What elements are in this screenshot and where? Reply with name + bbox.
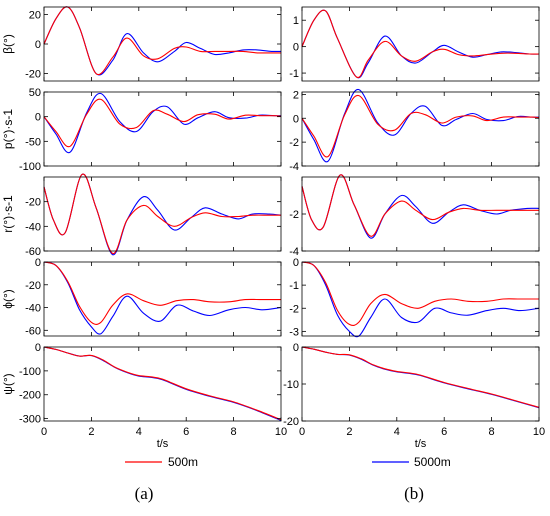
- panel-a-3-series-500m: [43, 173, 281, 255]
- panel-b-1-ytick-label-2: 0: [293, 42, 299, 54]
- panel-b-5-xtick-label-2: 4: [394, 426, 400, 438]
- caption-b: (b): [404, 484, 424, 503]
- panel-a-2-series-500m: [43, 98, 282, 148]
- panel-b-5-xtick-label-0: 0: [299, 426, 305, 438]
- panel-a-2-series-5000m: [43, 92, 282, 154]
- panel-b-5-xtick-label-5: 10: [533, 426, 545, 438]
- panel-b-5-xtick-label-3: 6: [441, 426, 447, 438]
- caption-a: (a): [134, 484, 154, 503]
- panel-a-3-ytick-label-2: -60: [25, 246, 41, 258]
- panel-a-4-ytick-label-2: -40: [25, 303, 41, 315]
- panel-a-5-frame: [43, 346, 282, 422]
- panel-a-5-ytick-label-0: 0: [35, 342, 41, 354]
- panel-b-4-ytick-label-1: -1: [289, 280, 299, 292]
- panel-a-5-xtick-label-3: 6: [183, 426, 189, 438]
- panel-a-5-xtick-label-5: 10: [275, 426, 287, 438]
- panel-b-5-ytick-label-1: -10: [283, 379, 299, 391]
- panel-a-2-ylabel: p(°)·s-1: [1, 109, 15, 149]
- panel-b-4-series-500m: [301, 261, 539, 327]
- panel-b-2-series-500m: [301, 94, 540, 158]
- panel-a-5-series-500m: [43, 346, 282, 421]
- legend-label-5000m: 5000m: [414, 455, 451, 469]
- panel-b-1-series-5000m: [301, 9, 540, 79]
- panel-a-5-xtick-label-0: 0: [41, 426, 47, 438]
- panel-b-2-series-5000m: [301, 89, 540, 163]
- panel-a-5-xtick-label-1: 2: [88, 426, 94, 438]
- panel-b-1: 1 0 -1: [289, 6, 540, 82]
- panel-b-2-ytick-label-2: -2: [289, 137, 299, 149]
- panel-b-3-ytick-label-0: -2: [289, 209, 299, 221]
- panel-b-4-ytick-label-2: -2: [289, 303, 299, 315]
- panel-a-5-ytick-label-3: -300: [19, 414, 41, 426]
- panel-a-1-series-5000m: [43, 6, 282, 76]
- panels-group: 200-20β(°)10-1500-50-100p(°)·s-120-2-4-2…: [1, 6, 545, 450]
- panel-b-5-xlabel: t/s: [415, 438, 427, 450]
- panel-b-1-ytick-label-1: 1: [293, 15, 299, 27]
- panel-a-5-series-5000m: [43, 346, 282, 422]
- panel-a-1-ytick-label-1: 0: [35, 39, 41, 51]
- panel-a-5-xtick-label-2: 4: [136, 426, 142, 438]
- panel-b-4-series-5000m: [301, 261, 540, 338]
- panel-a-1-frame: [43, 6, 282, 82]
- panel-a-3-ytick-label-0: -20: [25, 197, 41, 209]
- panel-a-5-xtick-label-4: 8: [231, 426, 237, 438]
- panel-a-4-ylabel: ϕ(°): [1, 289, 15, 309]
- panel-b-1-ytick-label-3: -1: [289, 68, 299, 80]
- panel-b-5: 0-10-200 2 4 6 8 10t/s: [283, 342, 545, 450]
- panel-b-2-frame: [301, 91, 540, 167]
- panel-b-5-series-5000m: [301, 346, 540, 409]
- panel-a-4-series-5000m: [43, 261, 282, 335]
- panel-a-4-ytick-label-1: -20: [25, 280, 41, 292]
- panel-a-2-ytick-label-2: -50: [25, 136, 41, 148]
- panel-a-5-ytick-label-1: -100: [19, 366, 41, 378]
- panel-a-1-ylabel: β(°): [1, 34, 15, 54]
- panel-b-5-ytick-label-2: -20: [283, 416, 299, 428]
- panel-a-3-frame: [43, 176, 282, 252]
- panel-b-4-ytick-label-3: -3: [289, 326, 299, 338]
- panel-b-3-series-500m: [301, 174, 539, 237]
- legend-label-500m: 500m: [168, 455, 198, 469]
- panel-a-2-frame: [43, 91, 282, 167]
- panel-a-2: 50 0 -50 -100 p(°)·s-1: [1, 87, 282, 173]
- panel-a-2-ytick-label-3: -100: [19, 161, 41, 173]
- panel-a-4-series-500m: [43, 261, 281, 325]
- panel-b-4-frame: [301, 261, 540, 337]
- panel-a-4-ytick-label-3: -60: [25, 325, 41, 337]
- panel-a-1: 20 0 -20 β(°): [1, 6, 282, 82]
- panel-b-5-series-500m: [301, 346, 540, 408]
- panel-b-3: -2 -4: [289, 174, 540, 258]
- panel-b-5-frame: [301, 346, 540, 422]
- panel-a-1-series-500m: [43, 6, 281, 76]
- panel-a-4-ytick-label-0: 0: [35, 257, 41, 269]
- panel-b-5-xtick-label-4: 8: [489, 426, 495, 438]
- panel-a-2-ytick-label-1: 0: [35, 112, 41, 124]
- panel-a-5-xlabel: t/s: [157, 438, 169, 450]
- panel-a-1-ytick-label-0: 20: [29, 9, 41, 21]
- panel-b-5-xtick-label-1: 2: [346, 426, 352, 438]
- panel-a-3-ytick-label-1: -40: [25, 221, 41, 233]
- panel-a-4-frame: [43, 261, 282, 337]
- panel-a-5-ylabel: ψ(°): [1, 373, 15, 394]
- panel-b-4: 0 -1 -2 -3: [289, 257, 540, 338]
- panel-b-4-ytick-label-0: 0: [293, 257, 299, 269]
- panel-b-3-ytick-label-1: -4: [289, 246, 299, 258]
- panel-b-1-frame: [301, 6, 540, 82]
- panel-a-1-ytick-label-2: -20: [25, 69, 41, 81]
- panel-a-3: -20 -40 -60 r(°)·s-1: [1, 173, 282, 258]
- panel-a-3-ylabel: r(°)·s-1: [1, 195, 15, 233]
- panel-a-5-ytick-label-2: -200: [19, 390, 41, 402]
- panel-a-3-series-5000m: [43, 173, 282, 256]
- panel-b-2-ytick-label-1: 0: [293, 113, 299, 125]
- panel-b-5-ytick-label-0: 0: [293, 342, 299, 354]
- legend: 500m 5000m: [125, 455, 451, 469]
- panel-a-2-ytick-label-0: 50: [29, 87, 41, 99]
- panel-b-3-series-5000m: [301, 174, 540, 239]
- panel-b-1-series-500m: [301, 9, 540, 79]
- panel-a-4: 0 -20 -40 -60 ϕ(°): [1, 257, 282, 337]
- panel-b-2-ytick-label-0: 2: [293, 89, 299, 101]
- panel-b-2-ytick-label-3: -4: [289, 161, 299, 173]
- panel-b-2: 2 0 -2 -4: [289, 89, 540, 173]
